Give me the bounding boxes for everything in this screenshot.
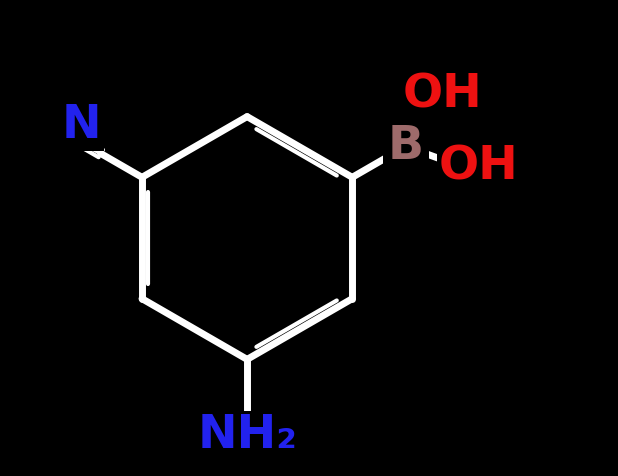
Text: OH: OH xyxy=(439,144,519,189)
Text: B: B xyxy=(387,124,424,169)
Text: N: N xyxy=(62,103,101,149)
Text: NH₂: NH₂ xyxy=(197,413,297,458)
Text: OH: OH xyxy=(403,72,483,117)
